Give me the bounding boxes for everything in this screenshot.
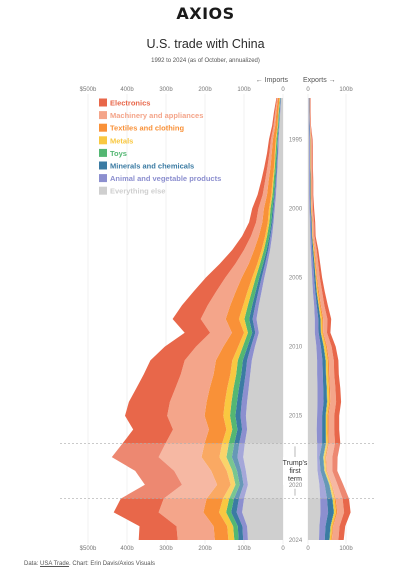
- legend-label-metals: Metals: [110, 136, 133, 145]
- legend-swatch-toys: [99, 148, 107, 157]
- import-tick-label-top: 300b: [159, 87, 173, 93]
- imports-area-minerals-and-chemicals: [231, 98, 281, 540]
- export-tick-label-bottom: 100b: [339, 546, 353, 552]
- import-tick-label-bottom: 100b: [237, 546, 251, 552]
- footer-credit: Data: USA Trade. Chart: Erin Davis/Axios…: [24, 561, 155, 567]
- legend-label-everything-else: Everything else: [110, 187, 165, 196]
- annotation-overlay: [60, 443, 380, 499]
- import-tick-label-top: 100b: [237, 87, 251, 93]
- exports-area-textiles-and-clothing: [309, 98, 338, 540]
- annotation-label: term: [288, 476, 302, 483]
- year-label-1995: 1995: [289, 137, 303, 143]
- exports-area-animal-and-vegetable-products: [308, 98, 329, 540]
- import-tick-label-top: 200b: [198, 87, 212, 93]
- export-tick-label-top: 100b: [339, 87, 353, 93]
- legend-swatch-everything-else: [99, 186, 107, 195]
- year-label-bg: [285, 135, 306, 144]
- axios-logo: AXIOS: [176, 4, 235, 23]
- year-label-2020: 2020: [289, 483, 303, 489]
- exports-direction-label: Exports →: [303, 77, 336, 84]
- annotation-label-bg: [283, 456, 307, 485]
- exports-area-electronics: [310, 98, 351, 540]
- imports-area-metals: [219, 98, 280, 540]
- chart-title: U.S. trade with China: [146, 37, 265, 51]
- year-label-2005: 2005: [289, 276, 303, 282]
- legend-label-textiles-and-clothing: Textiles and clothing: [110, 124, 184, 133]
- year-label-bg: [285, 536, 306, 544]
- annotation-label: Trump's: [283, 460, 308, 467]
- year-label-bg: [285, 342, 306, 351]
- imports-area-textiles-and-clothing: [201, 98, 280, 540]
- legend-label-machinery-and-appliances: Machinery and appliances: [110, 111, 203, 120]
- year-label-2024: 2024: [289, 538, 303, 544]
- legend-label-animal-and-vegetable-products: Animal and vegetable products: [110, 174, 221, 183]
- annotation-label: first: [289, 468, 300, 475]
- footer-credit-text: . Chart: Erin Davis/Axios Visuals: [69, 561, 155, 567]
- import-tick-label-top: 0: [281, 87, 285, 93]
- legend-swatch-textiles-and-clothing: [99, 123, 107, 132]
- export-tick-label-top: 0: [306, 87, 310, 93]
- year-label-bg: [285, 480, 306, 489]
- legend-label-toys: Toys: [110, 149, 127, 158]
- export-tick-label-bottom: 0: [306, 546, 310, 552]
- year-label-bg: [285, 411, 306, 420]
- legend-swatch-electronics: [99, 98, 107, 107]
- legend-label-electronics: Electronics: [110, 99, 150, 108]
- year-label-2000: 2000: [289, 207, 303, 213]
- import-tick-label-bottom: 300b: [159, 546, 173, 552]
- import-tick-label-bottom: 0: [281, 546, 285, 552]
- imports-area-animal-and-vegetable-products: [236, 98, 282, 540]
- exports-area-minerals-and-chemicals: [309, 98, 334, 540]
- source-link[interactable]: USA Trade: [40, 561, 70, 567]
- legend-swatch-metals: [99, 136, 107, 145]
- exports-area-toys: [309, 98, 335, 540]
- chart-subtitle: 1992 to 2024 (as of October, annualized): [151, 58, 260, 64]
- year-label-2015: 2015: [289, 414, 303, 420]
- import-tick-label-bottom: 200b: [198, 546, 212, 552]
- imports-area-electronics: [111, 98, 278, 540]
- imports-area-machinery-and-appliances: [158, 98, 278, 540]
- year-label-bg: [285, 204, 306, 213]
- import-tick-label-bottom: 400b: [120, 546, 134, 552]
- legend-label-minerals-and-chemicals: Minerals and chemicals: [110, 162, 194, 171]
- import-tick-label-top: $500b: [80, 87, 97, 93]
- legend-swatch-machinery-and-appliances: [99, 111, 107, 120]
- import-tick-label-bottom: $500b: [80, 546, 97, 552]
- exports-area-machinery-and-appliances: [309, 98, 345, 540]
- imports-area-everything-else: [242, 98, 283, 540]
- exports-area-metals: [309, 98, 337, 540]
- imports-area-toys: [226, 98, 281, 540]
- imports-direction-label: ← Imports: [256, 77, 289, 84]
- legend-swatch-minerals-and-chemicals: [99, 161, 107, 170]
- import-tick-label-top: 400b: [120, 87, 134, 93]
- legend-swatch-animal-and-vegetable-products: [99, 174, 107, 183]
- year-label-bg: [285, 273, 306, 282]
- footer-data-label: Data:: [24, 561, 41, 567]
- year-label-2010: 2010: [289, 345, 303, 351]
- exports-area-everything-else: [308, 98, 321, 540]
